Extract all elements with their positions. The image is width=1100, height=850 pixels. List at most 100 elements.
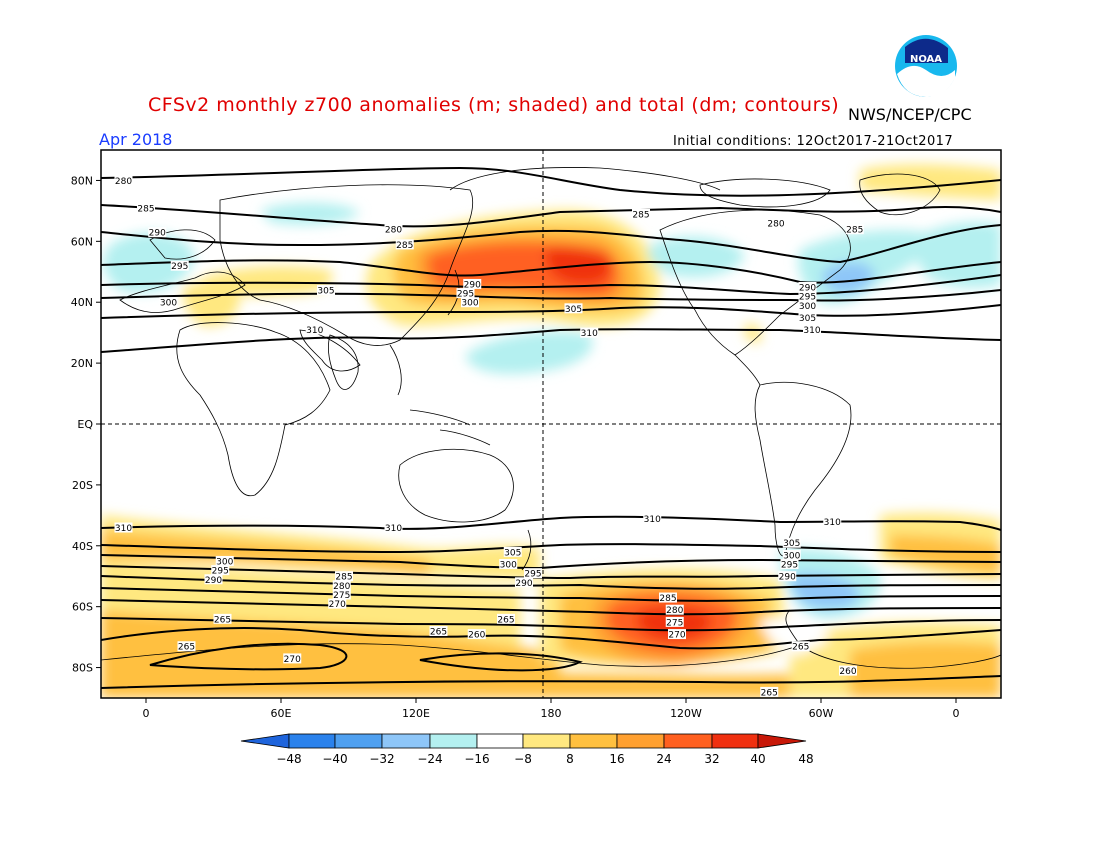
contour-label: 275: [665, 616, 684, 628]
contour-label: 310: [643, 513, 662, 525]
contour-label: 290: [778, 571, 797, 583]
contour-label: 295: [524, 568, 542, 580]
svg-text:290: 290: [464, 280, 481, 290]
lon-tick-label: 120E: [402, 707, 430, 720]
svg-text:280: 280: [767, 220, 784, 230]
contour-label: 305: [782, 537, 801, 549]
contour-label: 285: [395, 239, 414, 251]
height-contours: [101, 166, 1001, 689]
lat-tick-label: 80N: [71, 174, 93, 187]
contour-label: 280: [665, 604, 684, 616]
svg-text:275: 275: [666, 618, 683, 628]
lat-tick-label: 40N: [71, 296, 93, 309]
svg-text:310: 310: [824, 518, 841, 528]
colorbar-tick-label: −32: [369, 752, 394, 766]
contour-label: 290: [204, 574, 223, 586]
contour-label: 290: [148, 227, 167, 239]
colorbar-tick-label: −16: [464, 752, 489, 766]
svg-text:265: 265: [792, 643, 809, 653]
svg-text:290: 290: [515, 579, 532, 589]
svg-text:290: 290: [779, 573, 796, 583]
colorbar-tick-label: −40: [322, 752, 347, 766]
svg-text:270: 270: [668, 631, 685, 641]
contour-label: 300: [215, 556, 234, 568]
lon-tick-label: 120W: [670, 707, 702, 720]
contour-label: 305: [317, 285, 335, 297]
svg-text:285: 285: [632, 210, 649, 220]
noaa-logo: NOAA: [895, 35, 957, 98]
contour-label: 270: [668, 629, 686, 641]
colorbar-swatch: [616, 733, 665, 749]
colorbar-tick-label: 48: [798, 752, 813, 766]
svg-text:310: 310: [581, 329, 598, 339]
map-panel: 2802852902953003053102802852902953003053…: [100, 149, 1002, 699]
svg-text:305: 305: [504, 548, 521, 558]
svg-text:295: 295: [781, 561, 798, 571]
contour-label: 280: [384, 224, 403, 236]
contour-label: 300: [782, 549, 801, 561]
contour-label: 270: [328, 598, 347, 610]
svg-text:310: 310: [385, 524, 402, 534]
contour-label: 310: [823, 516, 842, 528]
svg-text:275: 275: [333, 591, 350, 601]
svg-text:290: 290: [205, 576, 222, 586]
svg-text:285: 285: [659, 594, 676, 604]
svg-text:310: 310: [803, 326, 820, 336]
svg-text:295: 295: [799, 293, 816, 303]
contour-label: 280: [114, 175, 133, 187]
lat-tick-label: 20N: [71, 357, 93, 370]
svg-text:265: 265: [178, 643, 195, 653]
contour-label: 265: [429, 626, 448, 638]
svg-text:260: 260: [468, 631, 485, 641]
svg-text:300: 300: [783, 551, 800, 561]
svg-text:265: 265: [430, 628, 447, 638]
svg-text:285: 285: [335, 573, 352, 583]
contour-label: 310: [114, 522, 133, 534]
contour-label: 265: [177, 641, 196, 653]
lat-tick-label: 80S: [72, 662, 93, 675]
svg-text:280: 280: [333, 582, 350, 592]
lon-tick-label: 180: [541, 707, 562, 720]
contour-label: 280: [332, 580, 351, 592]
svg-text:265: 265: [497, 615, 514, 625]
svg-text:310: 310: [644, 515, 661, 525]
initial-conditions-label: Initial conditions: 12Oct2017-21Oct2017: [673, 134, 953, 149]
svg-text:280: 280: [115, 177, 132, 187]
colorbar-tick-label: −48: [276, 752, 301, 766]
graticule: [101, 150, 1001, 698]
contour-label: 285: [845, 224, 864, 236]
svg-text:285: 285: [846, 226, 863, 236]
lon-tick-label: 60W: [809, 707, 834, 720]
colorbar-swatch: [476, 733, 524, 749]
contour-label: 300: [461, 297, 479, 309]
svg-text:300: 300: [216, 558, 233, 568]
contour-label: 290: [515, 577, 533, 589]
svg-text:285: 285: [137, 204, 154, 214]
colorbar-tick-label: 16: [609, 752, 624, 766]
lat-tick-label: 60S: [72, 601, 93, 614]
contour-label: 305: [503, 546, 522, 558]
contour-label: 265: [791, 641, 810, 653]
noaa-logo-text: NOAA: [910, 54, 942, 65]
colorbar: −48 −40 −32 −24 −16 −8 8 16 24 32 40 48: [240, 733, 814, 766]
colorbar-swatch: [334, 733, 383, 749]
contour-label: 285: [335, 571, 353, 583]
svg-text:290: 290: [799, 284, 816, 294]
colorbar-swatch: [569, 733, 618, 749]
contour-label: 305: [798, 312, 817, 324]
svg-text:285: 285: [396, 241, 413, 251]
colorbar-swatch: [757, 733, 807, 749]
contour-labels: 2802852902953003053102802852902953003053…: [114, 175, 864, 698]
colorbar-swatch: [381, 733, 431, 749]
contour-label: 285: [659, 592, 677, 604]
colorbar-tick-label: 8: [566, 752, 574, 766]
contour-label: 295: [170, 260, 189, 272]
lat-tick-label: 20S: [72, 479, 93, 492]
svg-text:270: 270: [284, 655, 301, 665]
colorbar-tick-label: −24: [417, 752, 442, 766]
lat-tick-label: 60N: [71, 235, 93, 248]
colorbar-swatch: [522, 733, 571, 749]
colorbar-swatch: [288, 733, 336, 749]
svg-text:265: 265: [214, 615, 231, 625]
